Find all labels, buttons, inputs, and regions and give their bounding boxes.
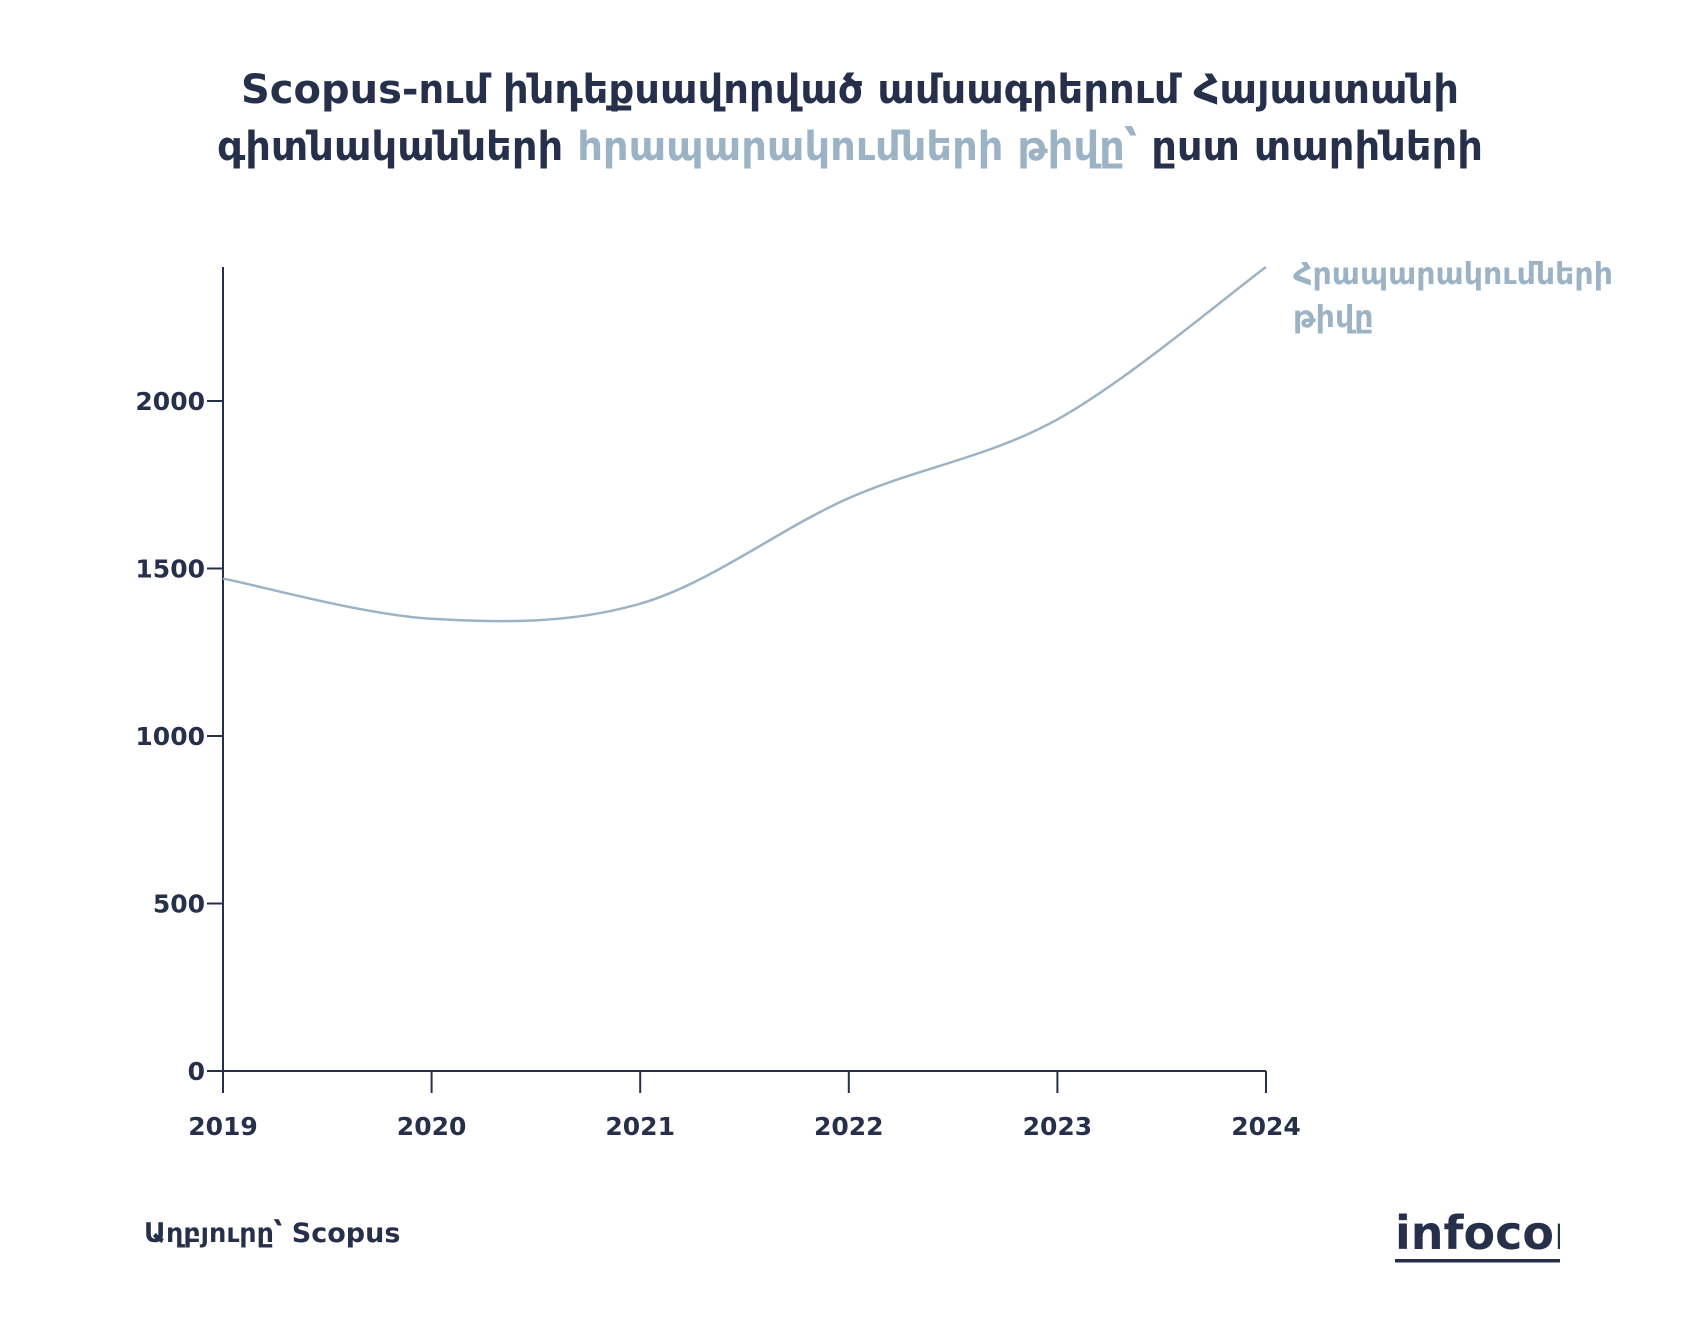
y-tick-label: 500 — [153, 890, 205, 919]
series-end-label: Հրապարակումների թիվը — [1293, 257, 1613, 335]
chart-title: Scopus-ում ինդեքսավորված ամսագրերում Հայ… — [0, 62, 1700, 176]
x-tick-label: 2019 — [188, 1112, 258, 1141]
series-end-label-line: Հրապարակումների — [1293, 257, 1613, 292]
y-tick-label: 1000 — [135, 722, 205, 751]
x-tick-label: 2024 — [1231, 1112, 1301, 1141]
title-highlight: հրապարակումների թիվը՝ — [577, 124, 1138, 170]
x-tick-label: 2022 — [814, 1112, 884, 1141]
y-tick-label: 1500 — [135, 555, 205, 584]
y-tick-label: 2000 — [135, 387, 205, 416]
infocom-logo-text: infocom — [1395, 1206, 1560, 1260]
source-note: Աղբյուրը՝ Scopus — [144, 1218, 401, 1249]
series-line — [222, 265, 1267, 623]
title-line-2-start: գիտնականների — [217, 124, 578, 170]
infocom-logo: infocom — [1395, 1206, 1560, 1263]
x-tick-label: 2023 — [1023, 1112, 1093, 1141]
y-tick-label: 0 — [188, 1057, 205, 1086]
x-tick-label: 2020 — [397, 1112, 467, 1141]
series-end-label-line: թիվը — [1293, 300, 1373, 335]
title-line-2-end: ըստ տարիների — [1137, 124, 1483, 170]
title-line-1: Scopus-ում ինդեքսավորված ամսագրերում Հայ… — [240, 67, 1459, 113]
x-tick-label: 2021 — [605, 1112, 675, 1141]
logo-underline — [1395, 1259, 1560, 1263]
